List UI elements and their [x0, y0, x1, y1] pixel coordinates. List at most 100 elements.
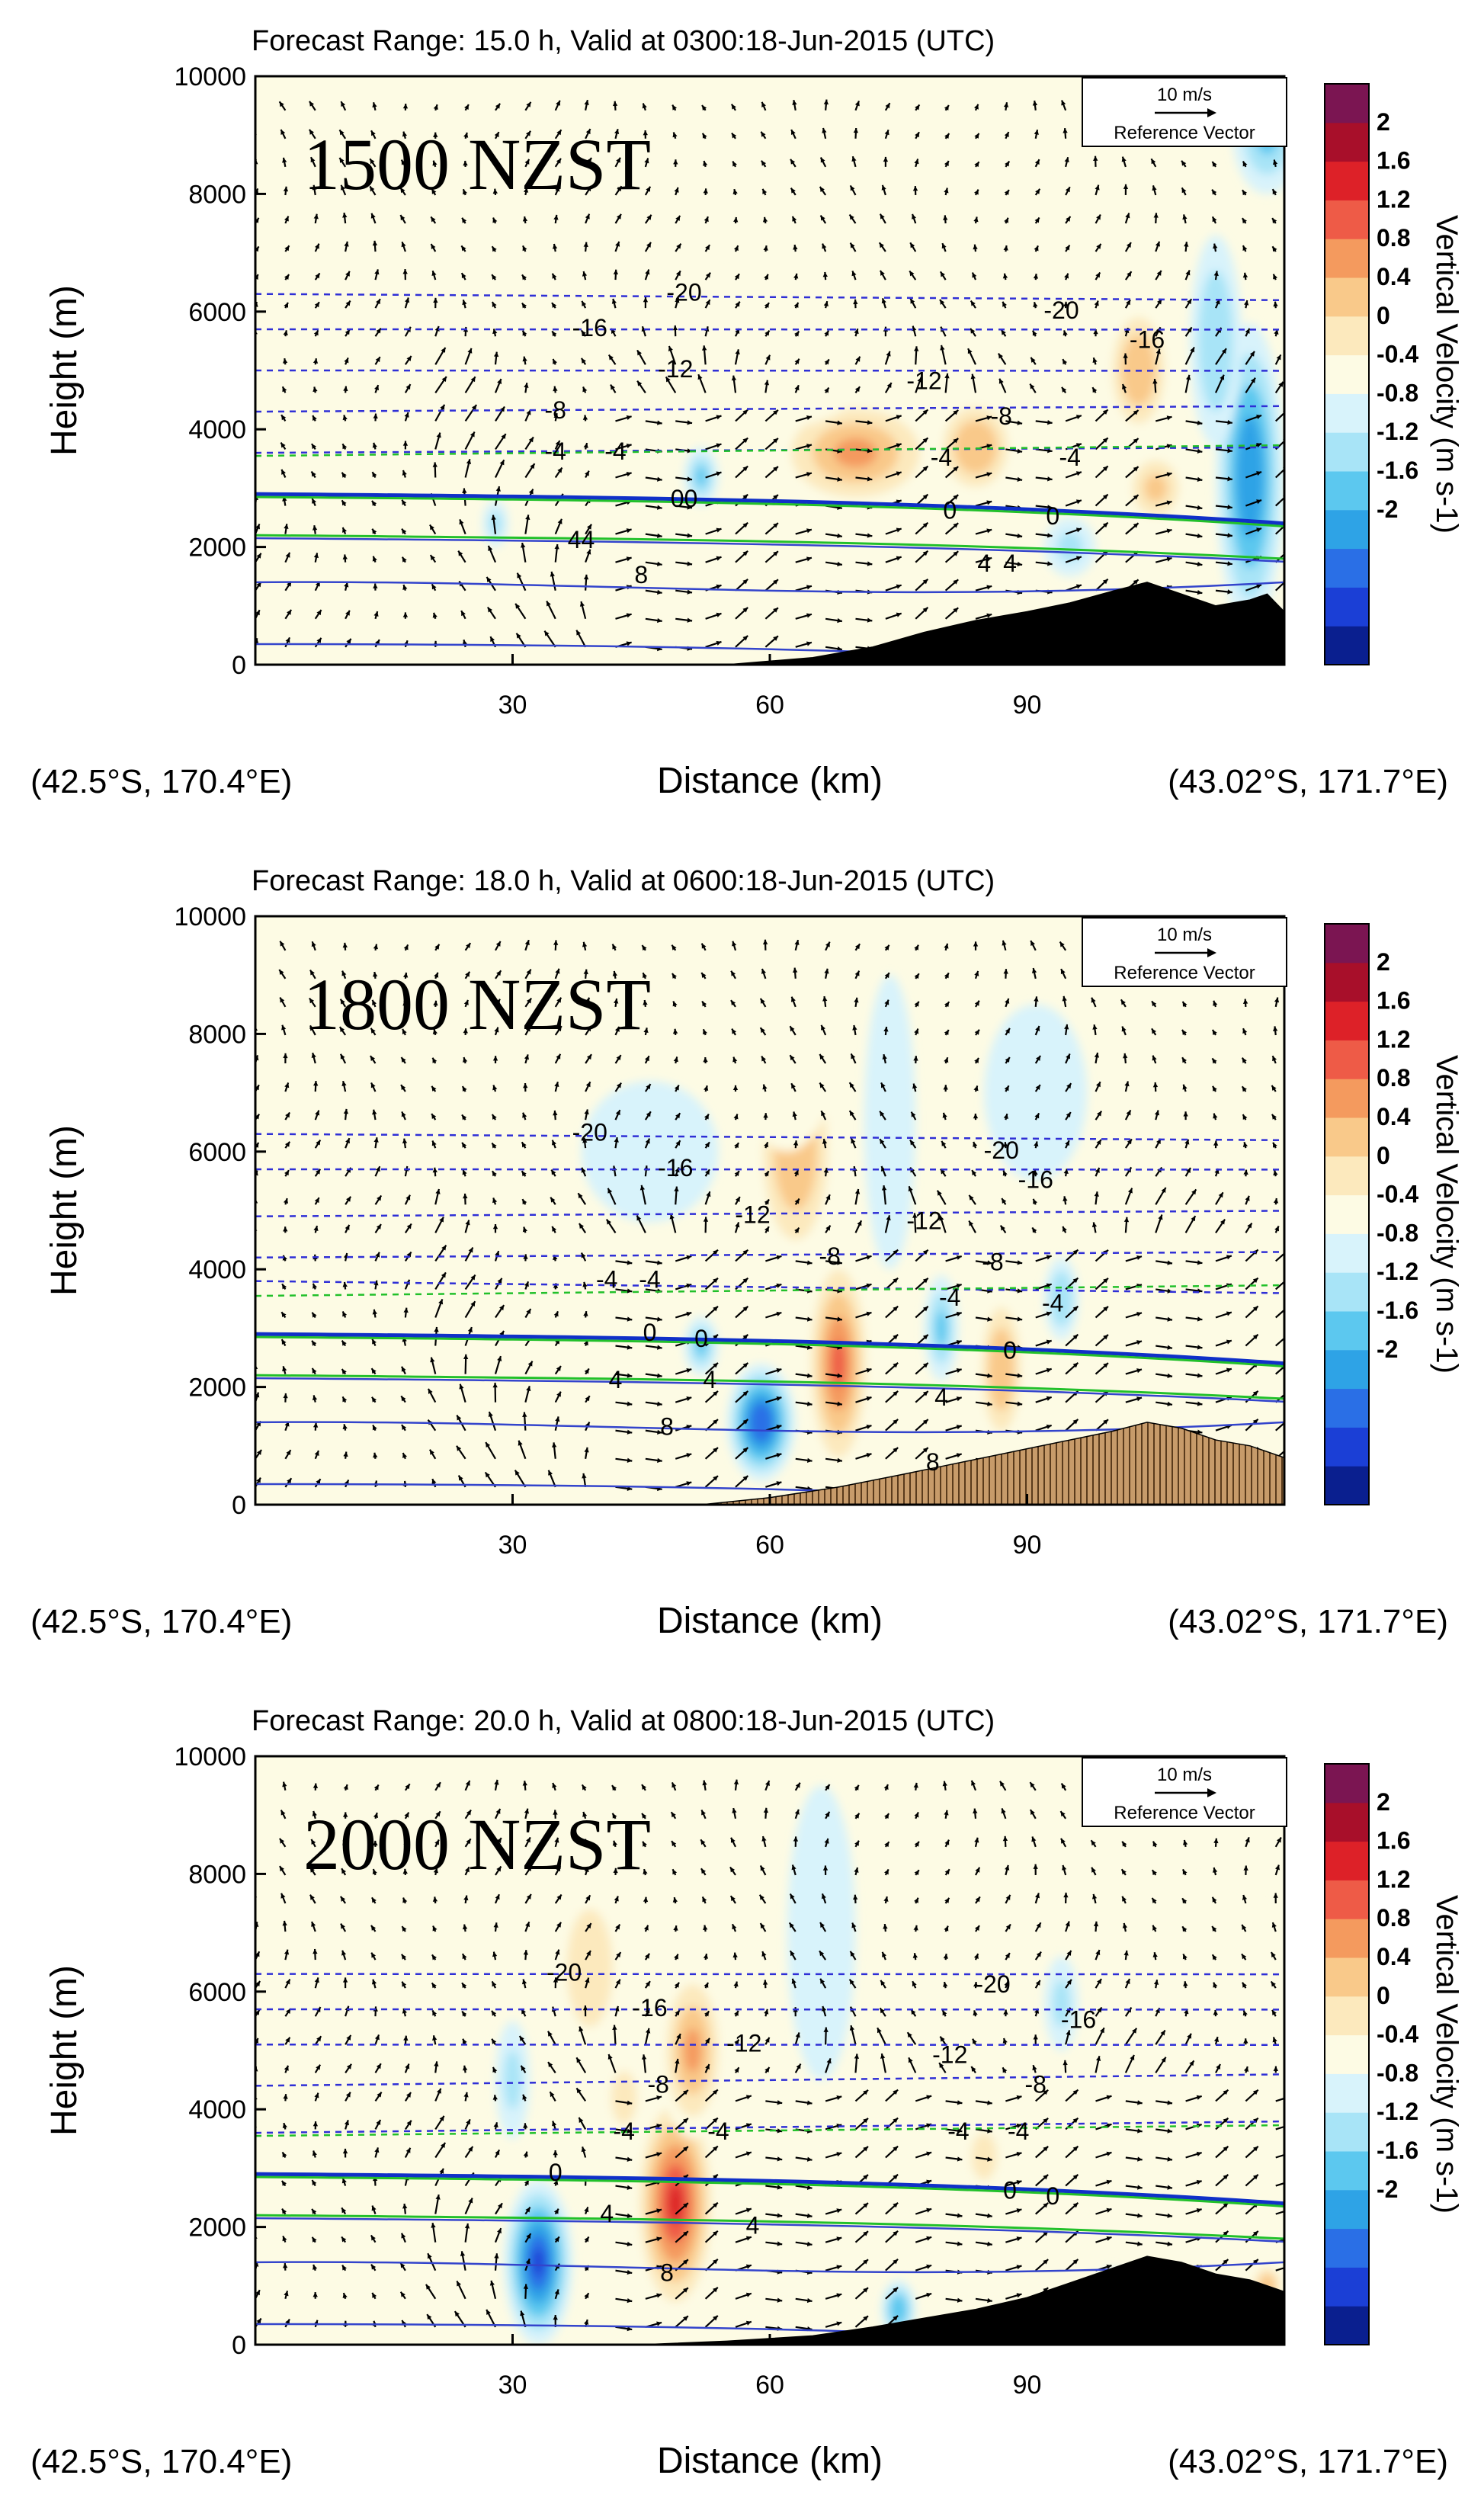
wind-vector-head — [556, 997, 562, 1003]
wind-vector-head — [372, 1425, 377, 1431]
wind-vector-head — [1227, 505, 1232, 510]
wind-vector-head — [494, 1027, 499, 1033]
wind-vector-head — [627, 2100, 633, 2105]
wind-vector-head — [627, 2128, 633, 2134]
wind-vector-head — [582, 941, 588, 947]
wind-vector-head — [703, 1954, 709, 1959]
wind-vector-head — [373, 583, 378, 588]
wind-vector-head — [700, 1868, 707, 1874]
wind-vector-head — [1287, 2095, 1292, 2100]
wind-vector-head — [1273, 2066, 1278, 2072]
wind-vector-head — [1213, 243, 1218, 249]
wind-vector-head — [1182, 1084, 1188, 1090]
wind-vector-head — [526, 998, 532, 1004]
wind-vector-head — [837, 646, 842, 652]
wind-vector-head — [282, 1920, 287, 1926]
wind-vector-head — [523, 2151, 528, 2157]
x-axis-label: Distance (km) — [657, 1601, 883, 1641]
wind-vector-head — [373, 1840, 378, 1846]
colorbar-frame — [1324, 1763, 1370, 2345]
wind-vector-head — [316, 1169, 321, 1175]
wind-vector-head — [402, 131, 408, 137]
wind-vector-head — [1133, 410, 1139, 415]
isotherm-label: -8 — [545, 396, 566, 424]
wind-vector-head — [1046, 1396, 1052, 1401]
isotherm-label: -4 — [1059, 444, 1081, 471]
wind-vector-head — [311, 444, 317, 450]
wind-vector-head — [639, 1185, 646, 1191]
wind-vector-head — [373, 611, 379, 617]
wind-vector-head — [1273, 274, 1278, 280]
wind-vector-head — [1092, 387, 1098, 393]
colorbar-segment — [1325, 1919, 1369, 1958]
wind-vector-head — [1030, 383, 1035, 390]
wind-vector-head — [713, 2089, 718, 2095]
wind-vector-head — [705, 1169, 710, 1175]
wind-vector-head — [1242, 1057, 1247, 1063]
wind-vector-head — [492, 217, 498, 223]
wind-vector-head — [806, 2213, 813, 2219]
wind-vector-head — [1030, 941, 1035, 947]
wind-vector-head — [582, 300, 587, 306]
wind-vector-head — [703, 160, 708, 166]
wind-vector-head — [656, 2152, 662, 2157]
wind-vector-head — [401, 1111, 406, 1117]
wind-vector-head — [255, 1114, 260, 1120]
wind-vector-head — [998, 378, 1004, 384]
wind-vector-head — [866, 1367, 872, 1373]
wind-vector-head — [822, 1865, 829, 1871]
wind-vector-head — [703, 1057, 708, 1063]
wind-vector-head — [1094, 1052, 1100, 1058]
wind-vector-head — [971, 2066, 976, 2072]
wind-vector-head — [1187, 327, 1192, 333]
wind-vector-head — [914, 1870, 919, 1876]
wind-vector-head — [893, 1278, 899, 1284]
wind-vector-head — [972, 1170, 977, 1176]
wind-vector-head — [793, 273, 799, 279]
wind-vector-head — [944, 1869, 950, 1875]
wind-vector-head — [371, 1897, 377, 1903]
wind-vector-head — [1002, 1170, 1008, 1176]
wind-vector-head — [732, 941, 737, 947]
wind-vector-head — [581, 330, 586, 336]
wind-vector-head — [777, 2185, 783, 2190]
wind-vector-head — [431, 188, 437, 194]
reference-vector-speed: 10 m/s — [1157, 925, 1212, 945]
wind-vector-head — [312, 498, 317, 504]
wind-vector-head — [402, 1138, 408, 1144]
wind-vector-head — [528, 489, 534, 495]
wind-vector-head — [673, 159, 678, 165]
wind-vector-head — [1075, 471, 1082, 476]
wind-vector-head — [1003, 245, 1008, 251]
wind-vector-head — [553, 1110, 558, 1116]
wind-vector-head — [401, 1366, 406, 1372]
wind-vector-head — [626, 472, 632, 477]
wind-vector-head — [953, 466, 959, 472]
wind-vector-head — [713, 2287, 718, 2293]
wind-vector-head — [492, 188, 498, 194]
wind-vector-head — [1126, 1110, 1131, 1116]
wind-vector-head — [867, 533, 873, 538]
wind-vector-head — [1243, 1169, 1248, 1175]
wind-vector-head — [705, 245, 710, 251]
wind-vector-head — [1226, 1339, 1232, 1345]
wind-vector-head — [1106, 2179, 1112, 2185]
wind-vector-head — [683, 2089, 688, 2095]
wind-vector-head — [973, 189, 979, 195]
wind-vector-head — [669, 1214, 675, 1220]
wind-vector-head — [316, 637, 322, 643]
wind-vector-head — [377, 1195, 382, 1201]
wind-vector-head — [1003, 2009, 1008, 2015]
wind-vector-head — [521, 1979, 527, 1985]
wind-vector-head — [806, 472, 812, 477]
wind-vector-head — [1212, 1029, 1217, 1035]
wind-vector-head — [370, 159, 375, 165]
wind-vector-head — [1030, 1810, 1035, 1816]
colorbar-segment — [1325, 1764, 1369, 1803]
wind-vector-head — [762, 216, 768, 223]
wind-vector-head — [470, 1301, 476, 1307]
wind-vector-head — [555, 186, 560, 192]
wind-vector-head — [893, 1419, 899, 1425]
wind-vector-head — [279, 1838, 285, 1844]
wind-vector-head — [943, 1954, 948, 1959]
